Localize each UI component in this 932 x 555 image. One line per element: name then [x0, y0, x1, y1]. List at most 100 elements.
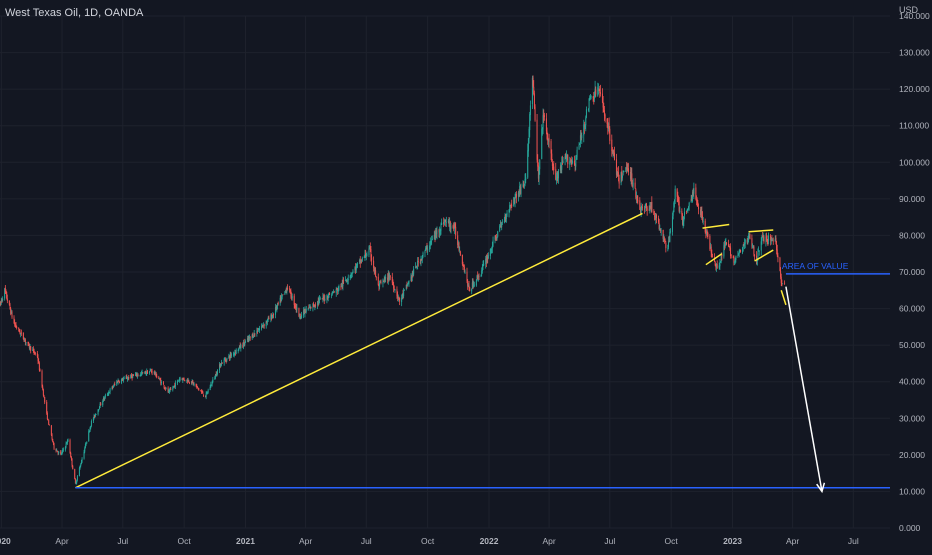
pattern-line[interactable] [702, 223, 730, 229]
candle [718, 262, 720, 270]
candle [445, 219, 447, 227]
candle [608, 117, 610, 134]
candle [0, 300, 2, 306]
candle [80, 459, 82, 465]
candle [377, 273, 379, 286]
candle [205, 391, 207, 400]
candle [781, 279, 783, 287]
candle [639, 197, 641, 210]
candle [226, 357, 228, 363]
candle [144, 370, 146, 375]
candle [301, 311, 303, 319]
candle [623, 170, 625, 173]
candle [137, 373, 139, 377]
candle [595, 86, 597, 97]
candle [287, 284, 289, 291]
candle [10, 306, 12, 316]
candle [84, 442, 86, 449]
candle [319, 295, 321, 304]
candle [385, 274, 387, 283]
candle [46, 411, 48, 421]
y-tick-label: 90.000 [899, 194, 925, 204]
candle [782, 283, 784, 285]
candle [146, 370, 148, 374]
projection-arrow[interactable] [785, 286, 826, 494]
candle [90, 425, 92, 430]
candle [378, 284, 380, 291]
pattern-line[interactable] [748, 229, 774, 233]
candle [343, 277, 345, 285]
trendline[interactable] [75, 212, 643, 489]
candle [257, 328, 259, 332]
candle [112, 385, 114, 390]
candle [62, 447, 64, 452]
candle [416, 266, 418, 270]
candle [331, 293, 333, 299]
candle [576, 146, 578, 160]
symbol-title[interactable]: West Texas Oil, 1D, OANDA [5, 7, 144, 19]
pattern-line[interactable] [754, 249, 774, 262]
price-axis[interactable]: 140.000 130.000 120.000 110.000 100.000 90.00… [899, 11, 930, 533]
area-of-value-label[interactable]: AREA OF VALUE [782, 261, 849, 271]
candle [69, 438, 71, 454]
candle [712, 253, 714, 258]
candle [528, 126, 530, 144]
candle [738, 253, 740, 256]
candle [341, 279, 343, 289]
candle [481, 263, 483, 274]
candle [261, 323, 263, 328]
pattern-line[interactable] [780, 290, 787, 306]
candle [422, 251, 424, 259]
candle [625, 162, 627, 174]
candle [272, 312, 274, 318]
candle [299, 313, 301, 320]
candle [163, 384, 165, 390]
x-tick-label: Jul [361, 536, 372, 546]
candle [613, 149, 615, 156]
candle [436, 226, 438, 240]
grid-lines [0, 15, 890, 529]
candle [611, 134, 613, 157]
candle [466, 267, 468, 284]
y-tick-label: 70.000 [899, 267, 925, 277]
candle [154, 370, 156, 376]
x-tick-label: Oct [665, 536, 679, 546]
candle [354, 266, 356, 274]
candle [37, 354, 39, 365]
x-tick-label: Oct [421, 536, 435, 546]
candle [109, 387, 111, 395]
candle [607, 122, 609, 132]
candle [772, 237, 774, 245]
candle [108, 391, 110, 394]
pattern-line[interactable] [705, 253, 723, 266]
candle [438, 228, 440, 238]
candle [752, 243, 754, 249]
candle [74, 468, 76, 480]
candle [192, 380, 194, 384]
candle [356, 263, 358, 269]
candle [679, 206, 681, 214]
candle [191, 379, 193, 386]
candle [252, 332, 254, 338]
candle [729, 245, 731, 251]
candle [313, 304, 315, 308]
candle [621, 175, 623, 181]
candle [625, 166, 627, 172]
drawing-tools[interactable]: AREA OF VALUE [75, 212, 890, 494]
candle [424, 249, 426, 258]
candle [296, 303, 298, 313]
candle [537, 162, 539, 183]
candle [514, 193, 516, 208]
candle [481, 267, 483, 277]
candle [331, 291, 333, 296]
candle [363, 255, 365, 259]
candle [492, 236, 494, 248]
candle [338, 284, 340, 292]
candle [315, 302, 317, 308]
candle [285, 289, 287, 294]
candle [617, 166, 619, 182]
candle [494, 235, 496, 244]
time-axis[interactable]: 2020 Apr Jul Oct 2021 Apr Jul Oct 2022 Apr Jul Oct 2… [0, 536, 859, 546]
